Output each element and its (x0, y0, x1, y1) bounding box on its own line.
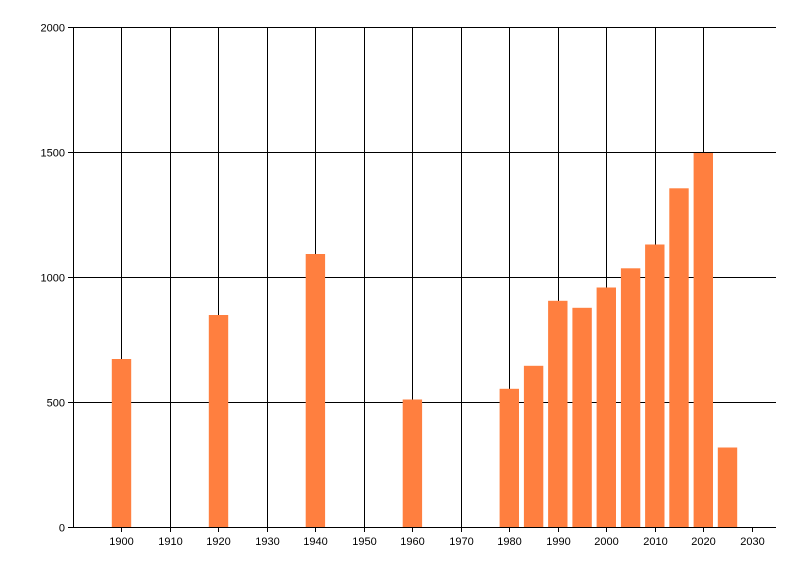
y-tick-label-2000: 2000 (41, 23, 65, 35)
bar-2015 (669, 188, 689, 528)
x-tick-label-2020: 2020 (691, 536, 715, 548)
y-tick-label-1000: 1000 (41, 273, 65, 285)
x-tick-label-1920: 1920 (206, 536, 230, 548)
x-tick-label-2000: 2000 (594, 536, 618, 548)
bar-1940 (305, 254, 326, 527)
bar-2010 (645, 244, 665, 527)
y-tick-label-500: 500 (47, 398, 65, 410)
bar-1900 (111, 359, 132, 527)
bar-1980 (499, 388, 519, 528)
axes (73, 27, 776, 528)
bar-2005 (620, 268, 641, 528)
x-tick-label-1900: 1900 (109, 536, 133, 548)
x-tick-label-1910: 1910 (158, 536, 182, 548)
x-tick-label-2030: 2030 (740, 536, 764, 548)
x-tick-label-1980: 1980 (497, 536, 521, 548)
y-tick-label-1500: 1500 (41, 148, 65, 160)
bar-1985 (523, 365, 544, 528)
x-tick-label-1950: 1950 (352, 536, 376, 548)
bar-1990 (548, 300, 568, 528)
bar-1960 (402, 399, 423, 527)
bar-1995 (572, 307, 592, 528)
bar-2000 (596, 287, 616, 527)
x-tick-label-1990: 1990 (546, 536, 570, 548)
x-tick-label-1930: 1930 (255, 536, 279, 548)
x-tick-label-1940: 1940 (303, 536, 327, 548)
x-tick-label-1960: 1960 (400, 536, 424, 548)
bar-2020 (693, 153, 713, 527)
bar-1920 (208, 315, 229, 527)
bars (111, 153, 738, 528)
x-tick-label-2010: 2010 (643, 536, 667, 548)
y-tick-label-0: 0 (59, 523, 65, 535)
x-axis-ticks: 1900 1910 1920 1930 1940 1950 1960 1970 1980 1990… (109, 527, 765, 548)
x-tick-label-1970: 1970 (449, 536, 473, 548)
bar-2025 (717, 447, 738, 527)
y-axis-ticks: 0 500 1000 1500 2000 (41, 23, 73, 535)
